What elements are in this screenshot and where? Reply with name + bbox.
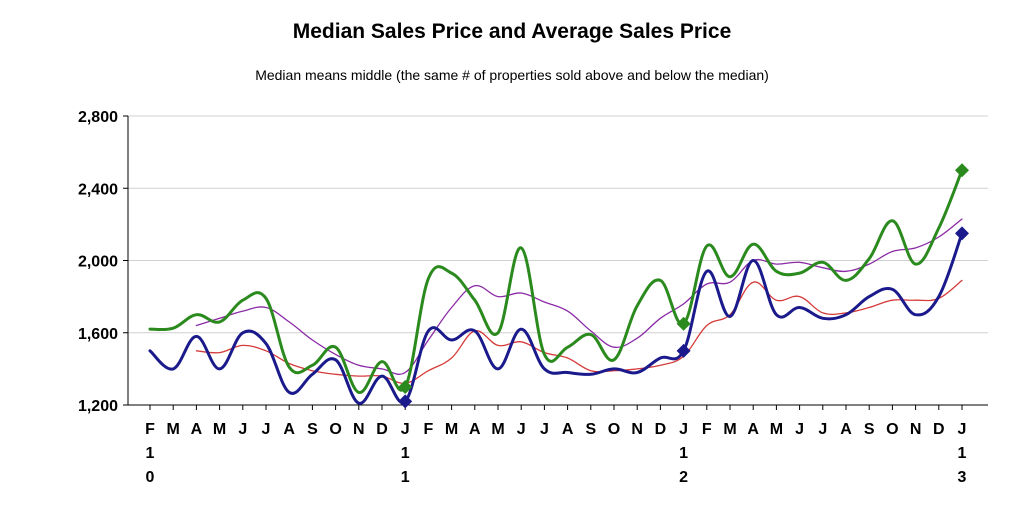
x-tick-label: A xyxy=(840,421,852,438)
x-tick-label: A xyxy=(562,421,574,438)
x-year-label: 2 xyxy=(679,469,688,486)
x-tick-label: O xyxy=(608,421,620,438)
y-tick-label: 1,200 xyxy=(78,398,118,415)
x-tick-label: J xyxy=(679,421,688,438)
axes xyxy=(123,115,988,410)
x-tick-label: O xyxy=(329,421,341,438)
x-year-label: 1 xyxy=(401,469,410,486)
y-tick-label: 2,400 xyxy=(78,181,118,198)
x-year-label: 1 xyxy=(679,445,688,462)
x-tick-label: J xyxy=(818,421,827,438)
x-tick-label: M xyxy=(723,421,736,438)
data-point-marker xyxy=(398,394,413,409)
x-tick-label: F xyxy=(702,421,712,438)
y-tick-labels: 1,200 1,600 2,000 2,400 2,800 xyxy=(78,109,118,415)
x-tick-label: F xyxy=(424,421,434,438)
x-tick-label: M xyxy=(167,421,180,438)
y-tick-label: 1,600 xyxy=(78,326,118,343)
series-line-1 xyxy=(148,231,964,405)
x-tick-label: M xyxy=(213,421,226,438)
x-tick-label: D xyxy=(933,421,945,438)
x-tick-label: J xyxy=(517,421,526,438)
data-point-marker xyxy=(955,163,969,178)
x-tick-label: A xyxy=(283,421,295,438)
series-line-2 xyxy=(195,218,963,375)
x-tick-label: A xyxy=(469,421,481,438)
x-year-label: 1 xyxy=(401,445,410,462)
x-tick-label: M xyxy=(770,421,783,438)
series-line-0 xyxy=(148,168,964,394)
gridlines xyxy=(128,115,988,334)
x-tick-label: D xyxy=(655,421,667,438)
x-tick-label: A xyxy=(747,421,759,438)
x-year-label: 0 xyxy=(146,469,155,486)
x-tick-label: M xyxy=(491,421,504,438)
x-tick-label: J xyxy=(238,421,247,438)
chart-title: Median Sales Price and Average Sales Pri… xyxy=(293,20,732,43)
x-tick-label: F xyxy=(145,421,155,438)
x-year-label: 1 xyxy=(146,445,155,462)
series-markers xyxy=(398,163,969,409)
x-tick-label: J xyxy=(262,421,271,438)
x-tick-label: N xyxy=(353,421,365,438)
data-point-marker xyxy=(676,316,691,331)
y-tick-label: 2,000 xyxy=(78,254,118,271)
x-tick-label: J xyxy=(401,421,410,438)
chart-subtitle: Median means middle (the same # of prope… xyxy=(255,67,769,83)
x-year-label: 1 xyxy=(958,445,967,462)
x-tick-label: N xyxy=(910,421,922,438)
x-tick-labels: F M A M J J A S O N D J F M A M J J A S O N D J F M A M J J A S O N D J1011… xyxy=(145,421,966,486)
series-line-3 xyxy=(195,279,963,384)
x-tick-label: N xyxy=(631,421,643,438)
x-tick-label: S xyxy=(864,421,875,438)
x-tick-label: A xyxy=(191,421,203,438)
y-tick-label: 2,800 xyxy=(78,109,118,126)
x-tick-label: O xyxy=(886,421,898,438)
x-tick-label: J xyxy=(958,421,967,438)
series-lines xyxy=(148,168,964,405)
data-point-marker xyxy=(955,226,969,241)
x-tick-label: S xyxy=(307,421,318,438)
data-point-marker xyxy=(398,379,413,394)
x-tick-label: M xyxy=(445,421,458,438)
x-year-label: 3 xyxy=(958,469,967,486)
x-tick-label: J xyxy=(795,421,804,438)
x-tick-label: D xyxy=(376,421,388,438)
x-tick-label: J xyxy=(540,421,549,438)
data-point-marker xyxy=(676,343,691,358)
x-tick-label: S xyxy=(585,421,596,438)
